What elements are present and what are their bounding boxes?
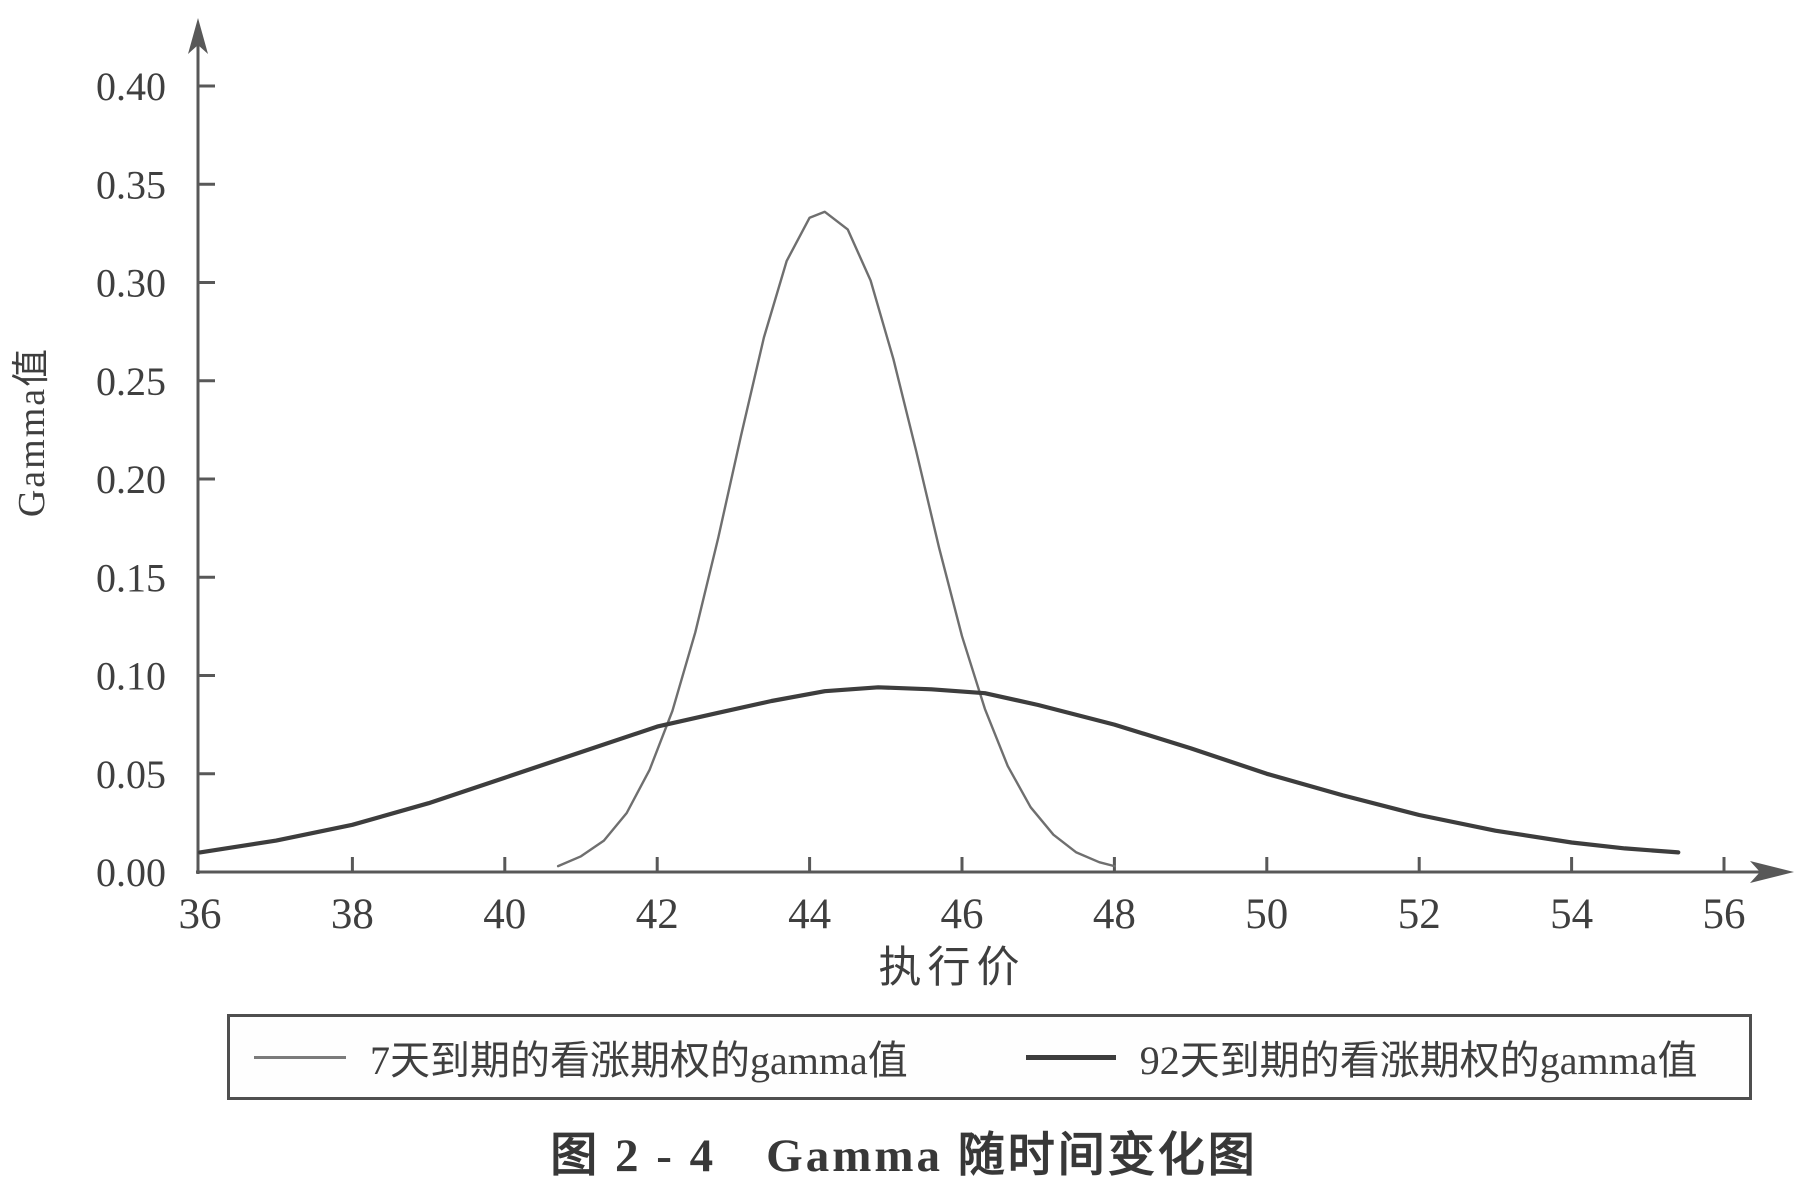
y-tick-label: 0.05: [96, 752, 166, 797]
x-tick-label: 54: [1550, 891, 1593, 938]
y-axis-title: Gamma值: [11, 347, 53, 517]
curve-7day-gamma: [556, 210, 1116, 868]
y-tick-label: 0.00: [96, 850, 166, 895]
y-tick-label: 0.15: [96, 555, 166, 600]
legend-item-92day: 92天到期的看涨期权的gamma值: [1025, 1028, 1698, 1086]
y-tick-label: 0.40: [96, 64, 166, 109]
x-tick-label: 40: [483, 891, 526, 938]
y-axis-arrow-icon: [188, 18, 208, 54]
x-tick-label: 50: [1245, 891, 1288, 938]
y-tick-label: 0.10: [96, 654, 166, 699]
thick-line-swatch: [1025, 1054, 1116, 1060]
y-tick-label: 0.25: [96, 359, 166, 404]
x-tick-label: 52: [1398, 891, 1441, 938]
legend: 7天到期的看涨期权的gamma值 92天到期的看涨期权的gamma值: [227, 1014, 1752, 1100]
figure-caption: 图 2 - 4 Gamma 随时间变化图: [550, 1130, 1258, 1182]
x-tick-label: 38: [331, 891, 374, 938]
x-axis-title: 执行价: [879, 945, 1026, 992]
legend-label-92day: 92天到期的看涨期权的gamma值: [1139, 1038, 1698, 1083]
curve-92day-gamma: [197, 685, 1681, 855]
axes-layer: [188, 18, 1794, 883]
y-tick-label: 0.20: [96, 457, 166, 502]
labels-layer: 0.00 0.05 0.10 0.15 0.20 0.25 0.30 0.35 0.40 36 38…: [11, 64, 1746, 992]
x-tick-label: 44: [788, 891, 831, 938]
legend-item-7day: 7天到期的看涨期权的gamma值: [254, 1028, 908, 1086]
x-tick-label: 48: [1093, 891, 1136, 938]
legend-label-7day: 7天到期的看涨期权的gamma值: [370, 1038, 908, 1083]
x-tick-label: 36: [179, 891, 222, 938]
x-axis-arrow-icon: [1750, 861, 1794, 883]
x-tick-label: 42: [636, 891, 679, 938]
y-tick-label: 0.35: [96, 162, 166, 207]
x-tick-label: 46: [941, 891, 984, 938]
thin-line-swatch: [254, 1055, 346, 1059]
y-tick-label: 0.30: [96, 261, 166, 306]
curves-layer: [197, 210, 1681, 868]
x-tick-label: 56: [1703, 891, 1746, 938]
